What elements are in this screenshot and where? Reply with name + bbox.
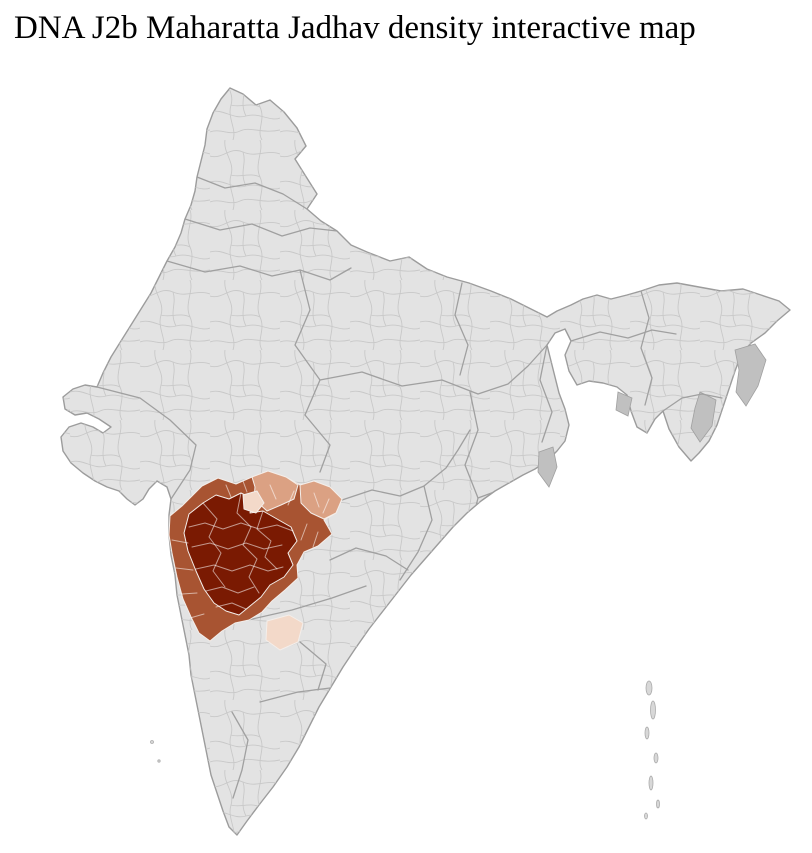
district-divider [188, 522, 294, 532]
density-medium-regions [251, 470, 343, 520]
district-divider [181, 592, 198, 595]
district-divider [312, 531, 319, 548]
state-border [231, 711, 249, 799]
island[interactable] [650, 700, 656, 720]
district-divider [171, 539, 189, 544]
district-divider [242, 480, 248, 493]
island-chain[interactable] [150, 680, 660, 820]
state-border [184, 218, 338, 237]
density-low-regions [242, 490, 304, 651]
state-border [166, 260, 352, 281]
state-border [399, 485, 433, 581]
district-divider [195, 564, 284, 572]
state-border [299, 641, 327, 691]
island[interactable] [653, 752, 659, 764]
district-divider [225, 484, 232, 498]
district-divider [191, 542, 283, 550]
state-border [539, 344, 553, 443]
state-border [640, 290, 653, 406]
island[interactable] [157, 759, 161, 763]
district-divider [215, 602, 247, 610]
district-divider [269, 484, 277, 500]
state-border [319, 344, 548, 395]
island[interactable] [150, 740, 154, 744]
state-border [96, 386, 197, 500]
state-border [259, 687, 331, 703]
maharashtra-density-cluster [168, 470, 343, 651]
island[interactable] [656, 799, 660, 809]
district-divider [236, 492, 260, 594]
island[interactable] [648, 775, 654, 791]
gray-district[interactable] [537, 446, 558, 488]
district-divider [322, 498, 330, 514]
state-border [247, 585, 367, 621]
state-border [454, 282, 469, 376]
island[interactable] [645, 680, 653, 696]
island[interactable] [644, 726, 650, 740]
district-boundaries-layer [61, 88, 790, 835]
district-divider [287, 490, 295, 506]
density-low-region[interactable] [265, 614, 304, 651]
density-medium-region[interactable] [299, 480, 343, 520]
page-title: DNA J2b Maharatta Jadhav density interac… [14, 10, 696, 46]
state-border [196, 176, 308, 210]
gray-district[interactable] [615, 391, 633, 417]
district-divider [313, 492, 320, 508]
gray-district[interactable] [690, 391, 717, 443]
district-divider [256, 510, 278, 570]
gray-district[interactable] [734, 343, 767, 407]
district-divider [175, 567, 194, 571]
island[interactable] [644, 812, 648, 820]
district-divider [205, 586, 255, 594]
state-border [570, 329, 677, 342]
shaded-gray-districts[interactable] [537, 343, 767, 488]
state-border [662, 393, 723, 412]
cluster-district-dividers [171, 480, 330, 619]
district-divider [189, 613, 205, 619]
density-low-region[interactable] [242, 490, 265, 514]
state-border [329, 547, 409, 571]
district-divider [300, 523, 308, 541]
